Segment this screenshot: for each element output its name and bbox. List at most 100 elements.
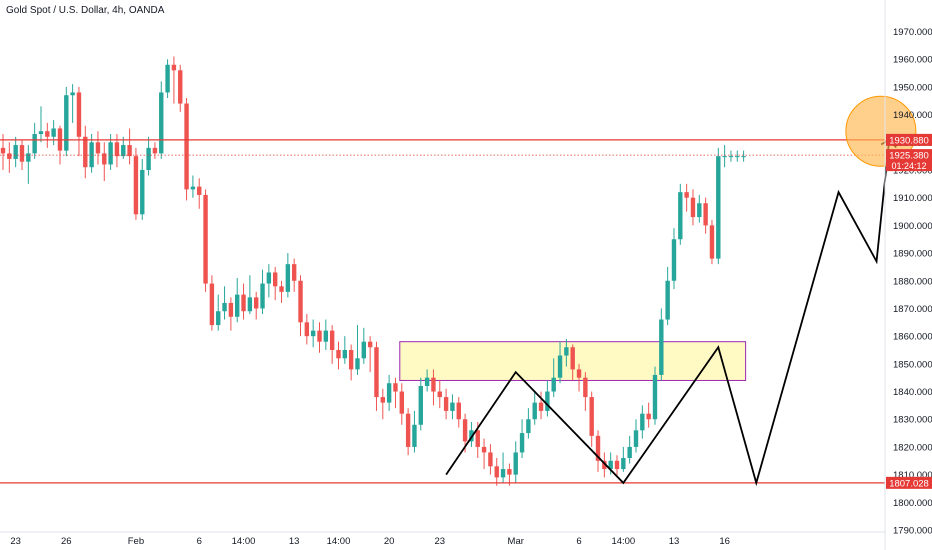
highlight-circle[interactable] — [845, 95, 917, 167]
candle-body — [102, 153, 107, 165]
price-tick-label: 1810.000 — [893, 470, 932, 481]
candle-body — [386, 383, 392, 403]
price-tick-label: 1830.000 — [893, 415, 932, 426]
candle-body — [538, 402, 544, 411]
candle-body — [247, 297, 253, 312]
price-tick-label: 1800.000 — [893, 498, 932, 509]
candle-body — [197, 186, 202, 195]
price-tag-box — [886, 476, 932, 489]
candle-body — [424, 377, 430, 386]
candle-body — [671, 239, 677, 281]
candle-body — [209, 283, 215, 326]
candle-body — [152, 147, 158, 154]
price-tick-label: 1910.000 — [893, 193, 932, 204]
candle-body — [7, 153, 12, 159]
time-tick-label: 13 — [669, 536, 680, 547]
candle-body — [621, 458, 626, 470]
candle-body — [640, 413, 645, 431]
time-tick-label: 14:00 — [327, 536, 351, 547]
candle-body — [557, 355, 563, 378]
candle-body — [108, 142, 113, 165]
chart-title: Gold Spot / U.S. Dollar, 4h, OANDA — [6, 5, 165, 16]
candle-body — [298, 280, 303, 323]
time-tick-label: 26 — [61, 536, 72, 547]
time-tick-label: 23 — [434, 536, 445, 547]
candle-body — [254, 297, 259, 309]
candle-body — [38, 131, 44, 134]
candle-body — [602, 460, 607, 470]
candle-body — [500, 469, 506, 478]
target-circle — [845, 95, 917, 167]
candle-body — [703, 203, 708, 226]
candle-body — [570, 347, 575, 370]
candle-body — [13, 145, 18, 159]
candle-body — [216, 311, 221, 326]
candle-body — [19, 145, 25, 162]
price-tick-label: 1840.000 — [893, 387, 932, 398]
candle-body — [190, 186, 196, 190]
candle-body — [291, 264, 297, 281]
candle-body — [494, 466, 499, 478]
candle-body — [393, 383, 398, 392]
candle-body — [462, 419, 468, 442]
candle-body — [184, 103, 189, 190]
price-axis[interactable]: 1970.0001960.0001950.0001940.0001930.000… — [884, 0, 932, 550]
candle-body — [114, 142, 120, 157]
time-tick-label: 16 — [719, 536, 730, 547]
candle-body — [165, 64, 170, 93]
candle-body — [431, 377, 436, 392]
candle-body — [133, 156, 139, 215]
candle-body — [728, 156, 734, 158]
candle-body — [697, 203, 702, 218]
candle-body — [576, 369, 582, 378]
candle-body — [241, 294, 246, 312]
time-tick-label: 14:00 — [232, 536, 256, 547]
candle-body — [323, 330, 329, 342]
time-tick-label: Feb — [128, 536, 144, 547]
horizontal-lines[interactable] — [0, 139, 885, 484]
price-tick-label: 1950.000 — [893, 82, 932, 93]
candle-body — [488, 452, 493, 467]
candle-body — [0, 147, 6, 154]
candle-body — [159, 92, 164, 154]
candle-body — [595, 435, 601, 461]
candle-body — [235, 294, 240, 317]
candle-body — [285, 264, 291, 292]
price-tick-label: 1880.000 — [893, 276, 932, 287]
candle-body — [627, 446, 632, 458]
candle-body — [32, 134, 37, 154]
candle-body — [443, 397, 449, 411]
candle-body — [95, 142, 101, 154]
candle-body — [348, 350, 354, 370]
pattern-path[interactable] — [445, 138, 897, 487]
candle-body — [329, 330, 335, 350]
candle-body — [140, 170, 145, 215]
price-tag-box — [886, 133, 932, 146]
candle-body — [70, 92, 75, 96]
candle-body — [412, 424, 417, 447]
candle-body — [475, 430, 480, 447]
candle-body — [279, 286, 284, 292]
candle-body — [722, 156, 727, 158]
candle-body — [178, 70, 183, 104]
time-axis[interactable]: 23 26 Feb 6 14:00 13 14:00 20 23 Mar 6 14:00 13 16 — [0, 531, 885, 547]
candle-body — [646, 413, 651, 420]
candle-body — [45, 131, 50, 137]
time-tick-label: 20 — [384, 536, 395, 547]
candle-body — [380, 397, 385, 403]
candle-body — [633, 430, 639, 447]
candle-body — [456, 402, 461, 420]
candlestick-series — [0, 56, 746, 486]
candle-body — [450, 402, 455, 411]
candle-body — [532, 402, 537, 420]
candle-body — [481, 446, 487, 453]
candle-body — [64, 95, 69, 151]
candle-body — [127, 145, 132, 157]
candle-body — [418, 386, 423, 425]
candle-body — [507, 469, 512, 475]
candle-body — [684, 192, 689, 198]
candle-body — [589, 397, 594, 436]
candle-body — [716, 156, 721, 259]
